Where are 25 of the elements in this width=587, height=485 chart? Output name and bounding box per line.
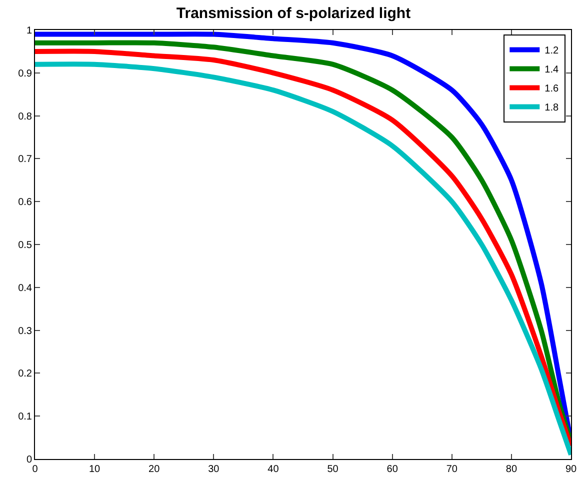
x-tick-label: 70 [446,464,458,475]
legend-label: 1.8 [544,102,559,114]
y-tick-label: 0.4 [18,282,32,294]
x-tick-label: 80 [506,464,518,475]
x-tick-label: 20 [148,464,160,475]
chart-title: Transmission of s-polarized light [176,4,411,22]
x-tick-label: 30 [208,464,220,475]
y-tick-label: 0 [26,454,32,466]
y-tick-label: 0.7 [18,154,32,166]
x-tick-label: 40 [268,464,280,475]
x-tick-label: 60 [386,464,398,475]
legend-label: 1.4 [544,64,559,76]
y-tick-label: 0.8 [18,111,32,122]
y-tick-label: 0.1 [18,412,32,423]
y-tick-label: 0.2 [18,368,32,380]
y-tick-label: 1 [26,26,32,36]
y-tick-label: 0.5 [18,240,32,251]
x-tick-label: 90 [565,464,577,475]
y-tick-label: 0.3 [18,326,32,337]
x-tick-label: 10 [88,464,101,475]
y-tick-label: 0.9 [18,68,32,80]
legend-label: 1.6 [544,84,559,95]
x-tick-label: 50 [327,464,339,475]
y-tick-label: 0.6 [18,197,32,208]
legend-label: 1.2 [544,46,559,57]
